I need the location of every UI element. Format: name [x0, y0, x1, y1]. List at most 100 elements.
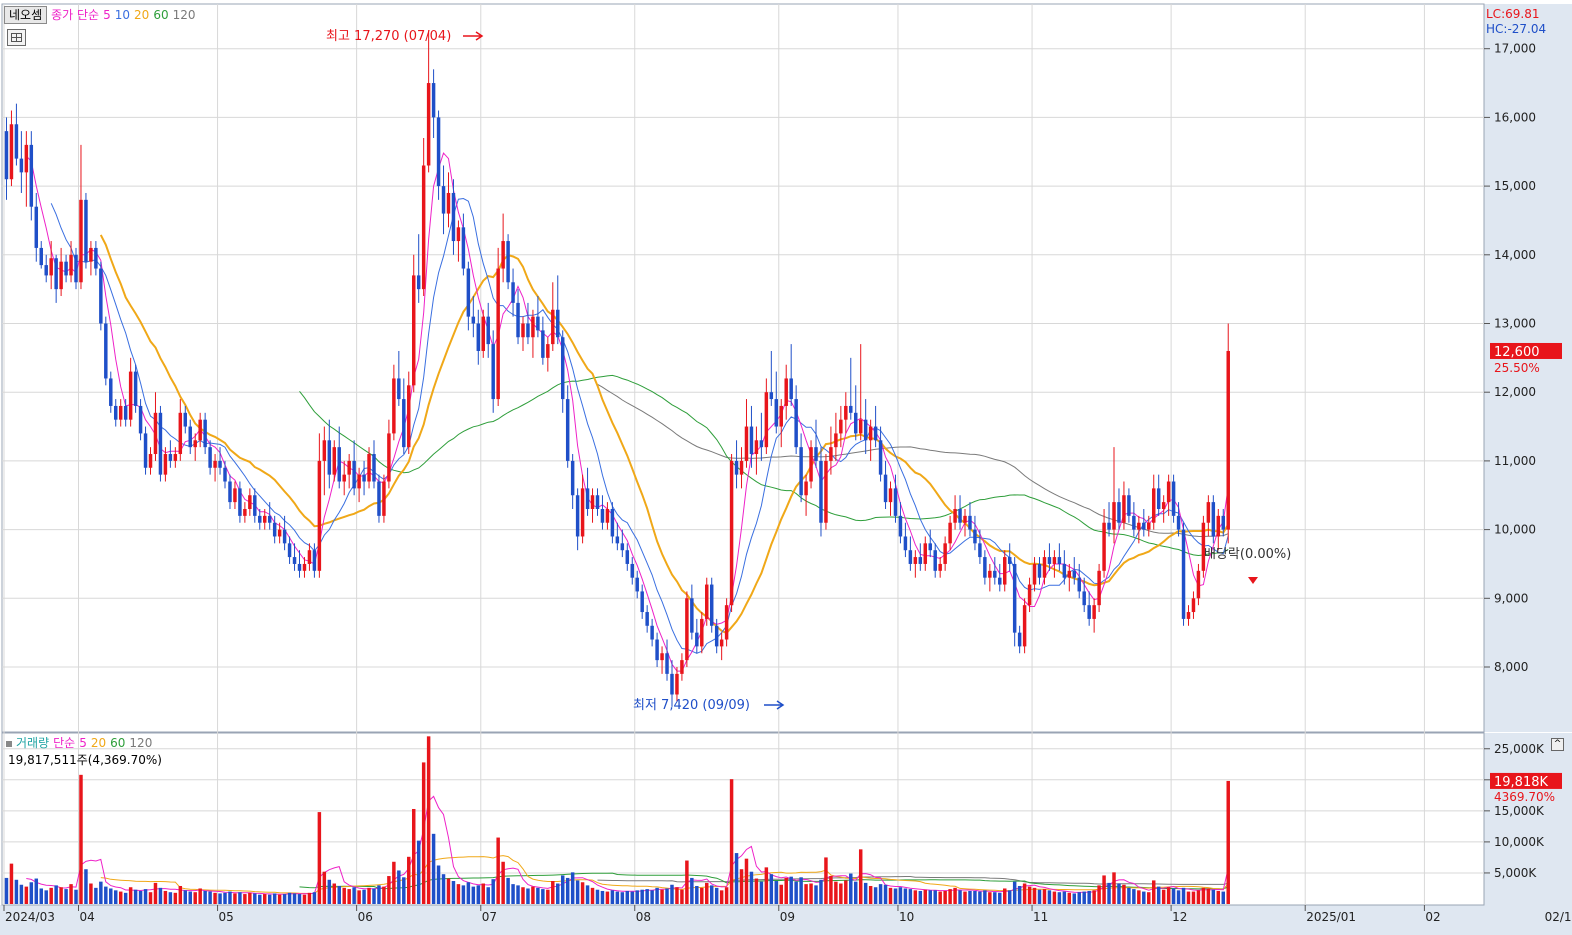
candle-body: [436, 117, 441, 187]
stock-name-button[interactable]: 네오셈: [4, 6, 48, 24]
price-tick-label: 8,000: [1494, 660, 1528, 674]
ma5-line: [25, 152, 1229, 672]
volume-bar: [908, 889, 913, 904]
candle-body: [1137, 522, 1141, 530]
candle: [133, 364, 138, 413]
vol-ma60-line: [299, 872, 1229, 890]
candle: [1196, 563, 1201, 606]
volume-bar: [1007, 890, 1012, 904]
volume-bar: [1156, 886, 1161, 904]
volume-bar: [456, 884, 461, 904]
candle: [118, 399, 123, 427]
candle: [476, 309, 481, 365]
volume-bar: [655, 887, 659, 904]
volume-bar: [248, 892, 252, 904]
volume-bar: [173, 892, 178, 904]
candle: [1032, 557, 1037, 592]
volume-bar: [556, 883, 560, 904]
candle: [650, 618, 654, 647]
candle: [680, 653, 684, 681]
candle: [153, 392, 158, 461]
grid-toggle-icon[interactable]: [7, 29, 26, 46]
volume-bar: [109, 888, 113, 904]
candle-body: [193, 440, 197, 448]
candle: [337, 426, 341, 489]
volume-bar: [729, 779, 734, 904]
candle-body: [158, 412, 163, 475]
volume-bar: [34, 878, 39, 904]
volume-bar: [1211, 889, 1216, 904]
candle: [734, 440, 739, 489]
price-tag-box: [1490, 342, 1562, 359]
candle: [1151, 474, 1156, 530]
candle-body: [377, 481, 381, 516]
candle-body: [844, 405, 848, 420]
volume-bar: [551, 881, 555, 904]
candle: [824, 454, 828, 530]
candle-body: [302, 563, 307, 571]
candle-body: [1181, 529, 1186, 619]
candle: [923, 536, 928, 571]
volume-bar: [1132, 889, 1136, 904]
candle-body: [104, 323, 108, 379]
candle: [893, 474, 898, 523]
candle-body: [789, 378, 793, 400]
candle-body: [312, 550, 317, 571]
volume-bar: [1072, 893, 1077, 904]
candle: [1012, 557, 1017, 647]
candle-body: [590, 495, 595, 509]
candle: [74, 247, 78, 290]
volume-bar: [660, 889, 664, 904]
candle: [541, 316, 545, 365]
candle-body: [466, 268, 471, 317]
volume-bar: [605, 891, 610, 904]
vma5-label: 5: [79, 736, 87, 750]
volume-bar: [258, 894, 262, 904]
volume-bar: [352, 887, 356, 904]
vma120-label: 120: [129, 736, 153, 750]
candle: [228, 474, 232, 509]
price-panel-frame: [1, 3, 1485, 733]
candle: [307, 543, 312, 571]
volume-tick-label: 5,000K: [1494, 866, 1537, 880]
candle-body: [1067, 570, 1072, 578]
candle: [685, 591, 689, 667]
volume-bar: [680, 889, 684, 904]
volume-bar: [1017, 885, 1022, 904]
candle: [978, 529, 982, 564]
candle: [322, 426, 327, 496]
candle-body: [1132, 515, 1136, 530]
volume-bar: [451, 881, 456, 904]
volume-bar: [1206, 888, 1211, 904]
volume-bar: [1052, 891, 1057, 904]
volume-tick-label: 10,000K: [1494, 835, 1545, 849]
candle-body: [322, 440, 327, 461]
candle: [1176, 502, 1181, 537]
volume-bar: [873, 887, 878, 904]
volume-bar: [322, 871, 327, 904]
candle: [357, 467, 361, 503]
candle-body: [580, 488, 585, 537]
collapse-icon[interactable]: ^: [1551, 738, 1564, 751]
volume-bar: [486, 887, 490, 904]
candle: [898, 502, 903, 544]
candle: [1052, 550, 1057, 578]
volume-bar: [739, 869, 744, 904]
candle-body: [1142, 522, 1146, 530]
time-tick-label: 2024/03: [5, 910, 55, 924]
candle: [297, 550, 302, 578]
volume-bar: [933, 890, 937, 904]
candle: [660, 646, 664, 674]
volume-bar: [645, 889, 649, 904]
candle: [267, 502, 272, 530]
candle-body: [928, 543, 932, 551]
candle: [496, 247, 500, 406]
volume-bar: [923, 889, 928, 904]
candle-body: [243, 508, 247, 516]
candle-body: [1161, 502, 1166, 509]
candle: [570, 454, 575, 509]
candle-body: [948, 522, 952, 544]
candle: [416, 234, 421, 303]
candle: [411, 254, 416, 393]
